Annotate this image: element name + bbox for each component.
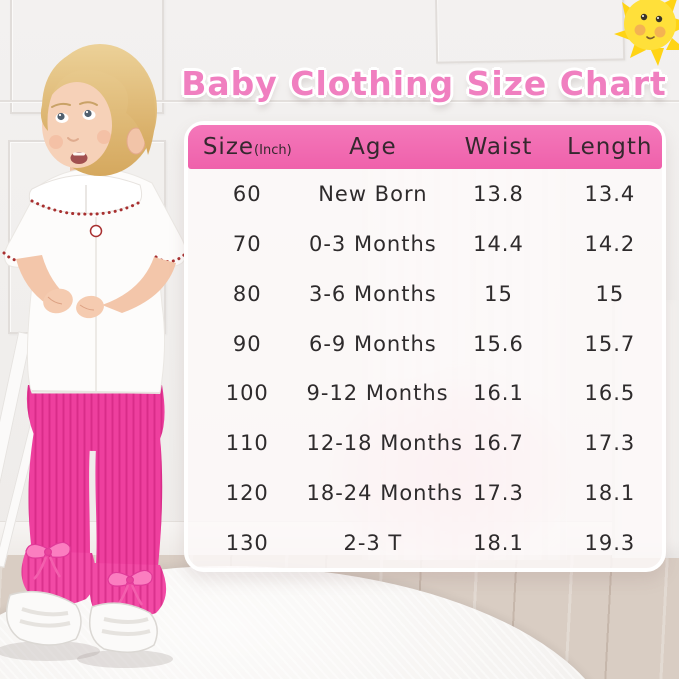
- column-header-age: Age: [349, 134, 397, 160]
- column-header-size: Size(Inch): [188, 134, 307, 160]
- toddler-head: [40, 44, 157, 176]
- column-header-size-label: Size: [202, 134, 255, 160]
- sun-icon: [614, 0, 679, 66]
- table-row: 100 9-12 Months 16.1 16.5: [188, 369, 662, 419]
- cell-age: 12-18 Months: [306, 431, 463, 456]
- wall-chair-rail: [0, 100, 679, 102]
- cell-age: 3-6 Months: [308, 281, 437, 306]
- cell-waist: 14.4: [473, 231, 524, 256]
- cell-length: 18.1: [584, 481, 636, 506]
- cell-age: New Born: [318, 181, 428, 206]
- white-collared-shirt: [2, 168, 187, 394]
- column-header-size-unit: (Inch): [254, 143, 292, 158]
- ankle-bow: [25, 541, 71, 580]
- cell-age: 9-12 Months: [306, 381, 449, 406]
- toddler-model-photo: [0, 44, 187, 668]
- cell-length: 13.4: [584, 181, 636, 206]
- table-row: 80 3-6 Months 15 15: [188, 269, 662, 319]
- cell-waist: 15: [484, 281, 513, 306]
- cell-length: 19.3: [584, 531, 636, 556]
- cell-age: 6-9 Months: [308, 331, 437, 356]
- table-row: 130 2-3 T 18.1 19.3: [188, 518, 662, 568]
- column-header-length: Length: [567, 134, 653, 160]
- table-row: 120 18-24 Months 17.3 18.1: [188, 468, 662, 518]
- arms-and-hands: [16, 255, 176, 319]
- cell-length: 15.7: [584, 331, 636, 356]
- cell-age: 18-24 Months: [306, 481, 463, 506]
- wall-panel-molding: [433, 0, 626, 64]
- cell-length: 15: [595, 281, 625, 306]
- table-row: 70 0-3 Months 14.4 14.2: [188, 219, 662, 269]
- cell-length: 17.3: [584, 431, 636, 456]
- cell-waist: 13.8: [473, 181, 524, 206]
- size-chart-table: Size(Inch) Age Waist Length 60 New Born …: [184, 121, 666, 572]
- cell-length: 14.2: [584, 231, 636, 256]
- table-row: 110 12-18 Months 16.7 17.3: [188, 418, 662, 468]
- table-header-row: Size(Inch) Age Waist Length: [188, 125, 662, 169]
- cell-size: 120: [225, 481, 269, 506]
- page-title: Baby Clothing Size Chart: [181, 64, 667, 103]
- cell-waist: 16.7: [473, 431, 524, 456]
- cell-length: 16.5: [584, 381, 636, 406]
- cell-age: 0-3 Months: [308, 231, 437, 256]
- cell-waist: 18.1: [473, 531, 524, 556]
- cell-waist: 17.3: [473, 481, 524, 506]
- cell-size: 90: [232, 331, 262, 356]
- cell-waist: 15.6: [473, 331, 524, 356]
- cell-size: 80: [232, 281, 262, 306]
- table-row: 60 New Born 13.8 13.4: [188, 169, 662, 219]
- cell-size: 110: [225, 431, 269, 456]
- cell-waist: 16.1: [473, 381, 524, 406]
- white-sneakers: [5, 590, 158, 653]
- cell-age: 2-3 T: [343, 531, 403, 556]
- cell-size: 60: [232, 181, 262, 206]
- cell-size: 100: [225, 381, 269, 406]
- table-body: 60 New Born 13.8 13.4 70 0-3 Months 14.4…: [188, 169, 662, 568]
- cell-size: 70: [232, 231, 262, 256]
- column-header-waist: Waist: [464, 134, 533, 160]
- table-row: 90 6-9 Months 15.6 15.7: [188, 319, 662, 369]
- cell-size: 130: [225, 531, 269, 556]
